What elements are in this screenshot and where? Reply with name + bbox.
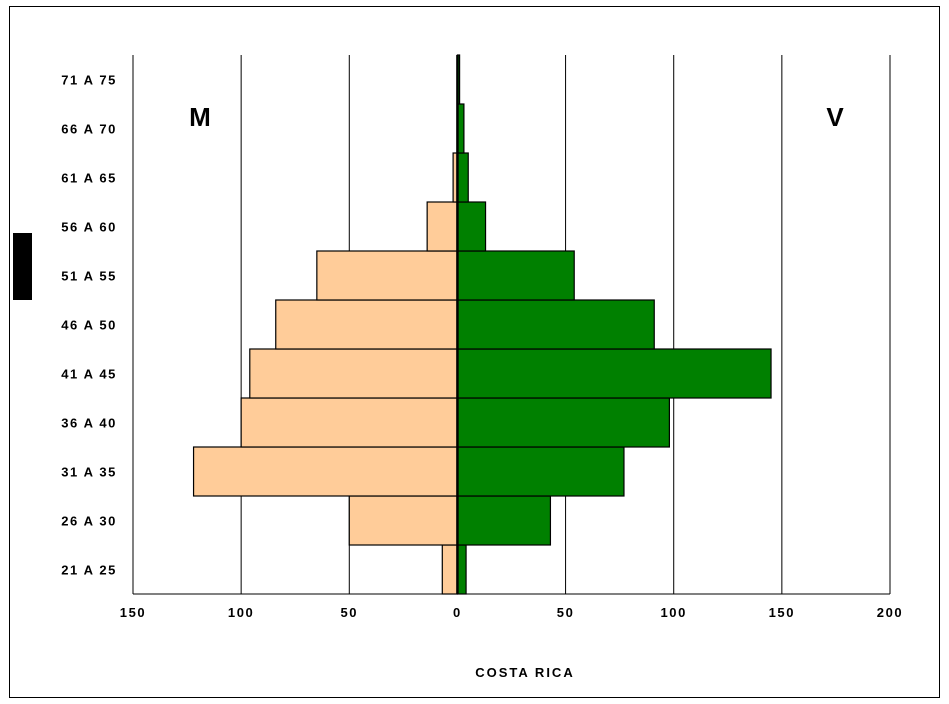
x-axis-title: COSTA RICA (475, 665, 574, 680)
bar-v (456, 299, 655, 350)
bar-m (316, 250, 459, 301)
bars (192, 54, 772, 595)
y-tick-label: 46 A 50 (61, 318, 117, 333)
x-tick-label: 200 (877, 605, 904, 620)
x-tick-label: 50 (340, 605, 358, 620)
y-tick-label: 41 A 45 (61, 367, 117, 382)
x-tick-label: 100 (228, 605, 255, 620)
tick-labels: 21 A 25 26 A 30 31 A 35 36 A 40 41 A 45 46 A … (61, 73, 904, 621)
y-tick-label: 56 A 60 (61, 220, 117, 235)
axes (132, 55, 890, 595)
x-tick-label: 150 (769, 605, 796, 620)
y-tick-label: 21 A 25 (61, 563, 117, 578)
bar-m (441, 544, 459, 595)
y-tick-label: 26 A 30 (61, 514, 117, 529)
x-tick-label: 100 (660, 605, 687, 620)
side-marker (13, 233, 32, 300)
bar-v (456, 250, 575, 301)
bar-v (456, 544, 467, 595)
y-tick-label: 66 A 70 (61, 122, 117, 137)
series-label-m: M (189, 102, 211, 132)
y-tick-label: 71 A 75 (61, 73, 117, 88)
y-tick-label: 36 A 40 (61, 416, 117, 431)
y-tick-label: 31 A 35 (61, 465, 117, 480)
bar-m (192, 446, 459, 497)
series-label-v: V (826, 102, 844, 132)
bar-v (456, 495, 552, 546)
bar-v (456, 397, 670, 448)
x-tick-label: 50 (557, 605, 575, 620)
bar-m (240, 397, 459, 448)
bar-v (456, 446, 625, 497)
bar-m (348, 495, 459, 546)
bar-m (249, 348, 459, 399)
bar-v (456, 348, 772, 399)
bar-v (456, 152, 469, 203)
x-tick-label: 0 (453, 605, 462, 620)
x-tick-label: 150 (120, 605, 147, 620)
bar-v (456, 201, 487, 252)
y-tick-label: 51 A 55 (61, 269, 117, 284)
bar-m (426, 201, 459, 252)
y-tick-label: 61 A 65 (61, 171, 117, 186)
bar-m (275, 299, 459, 350)
